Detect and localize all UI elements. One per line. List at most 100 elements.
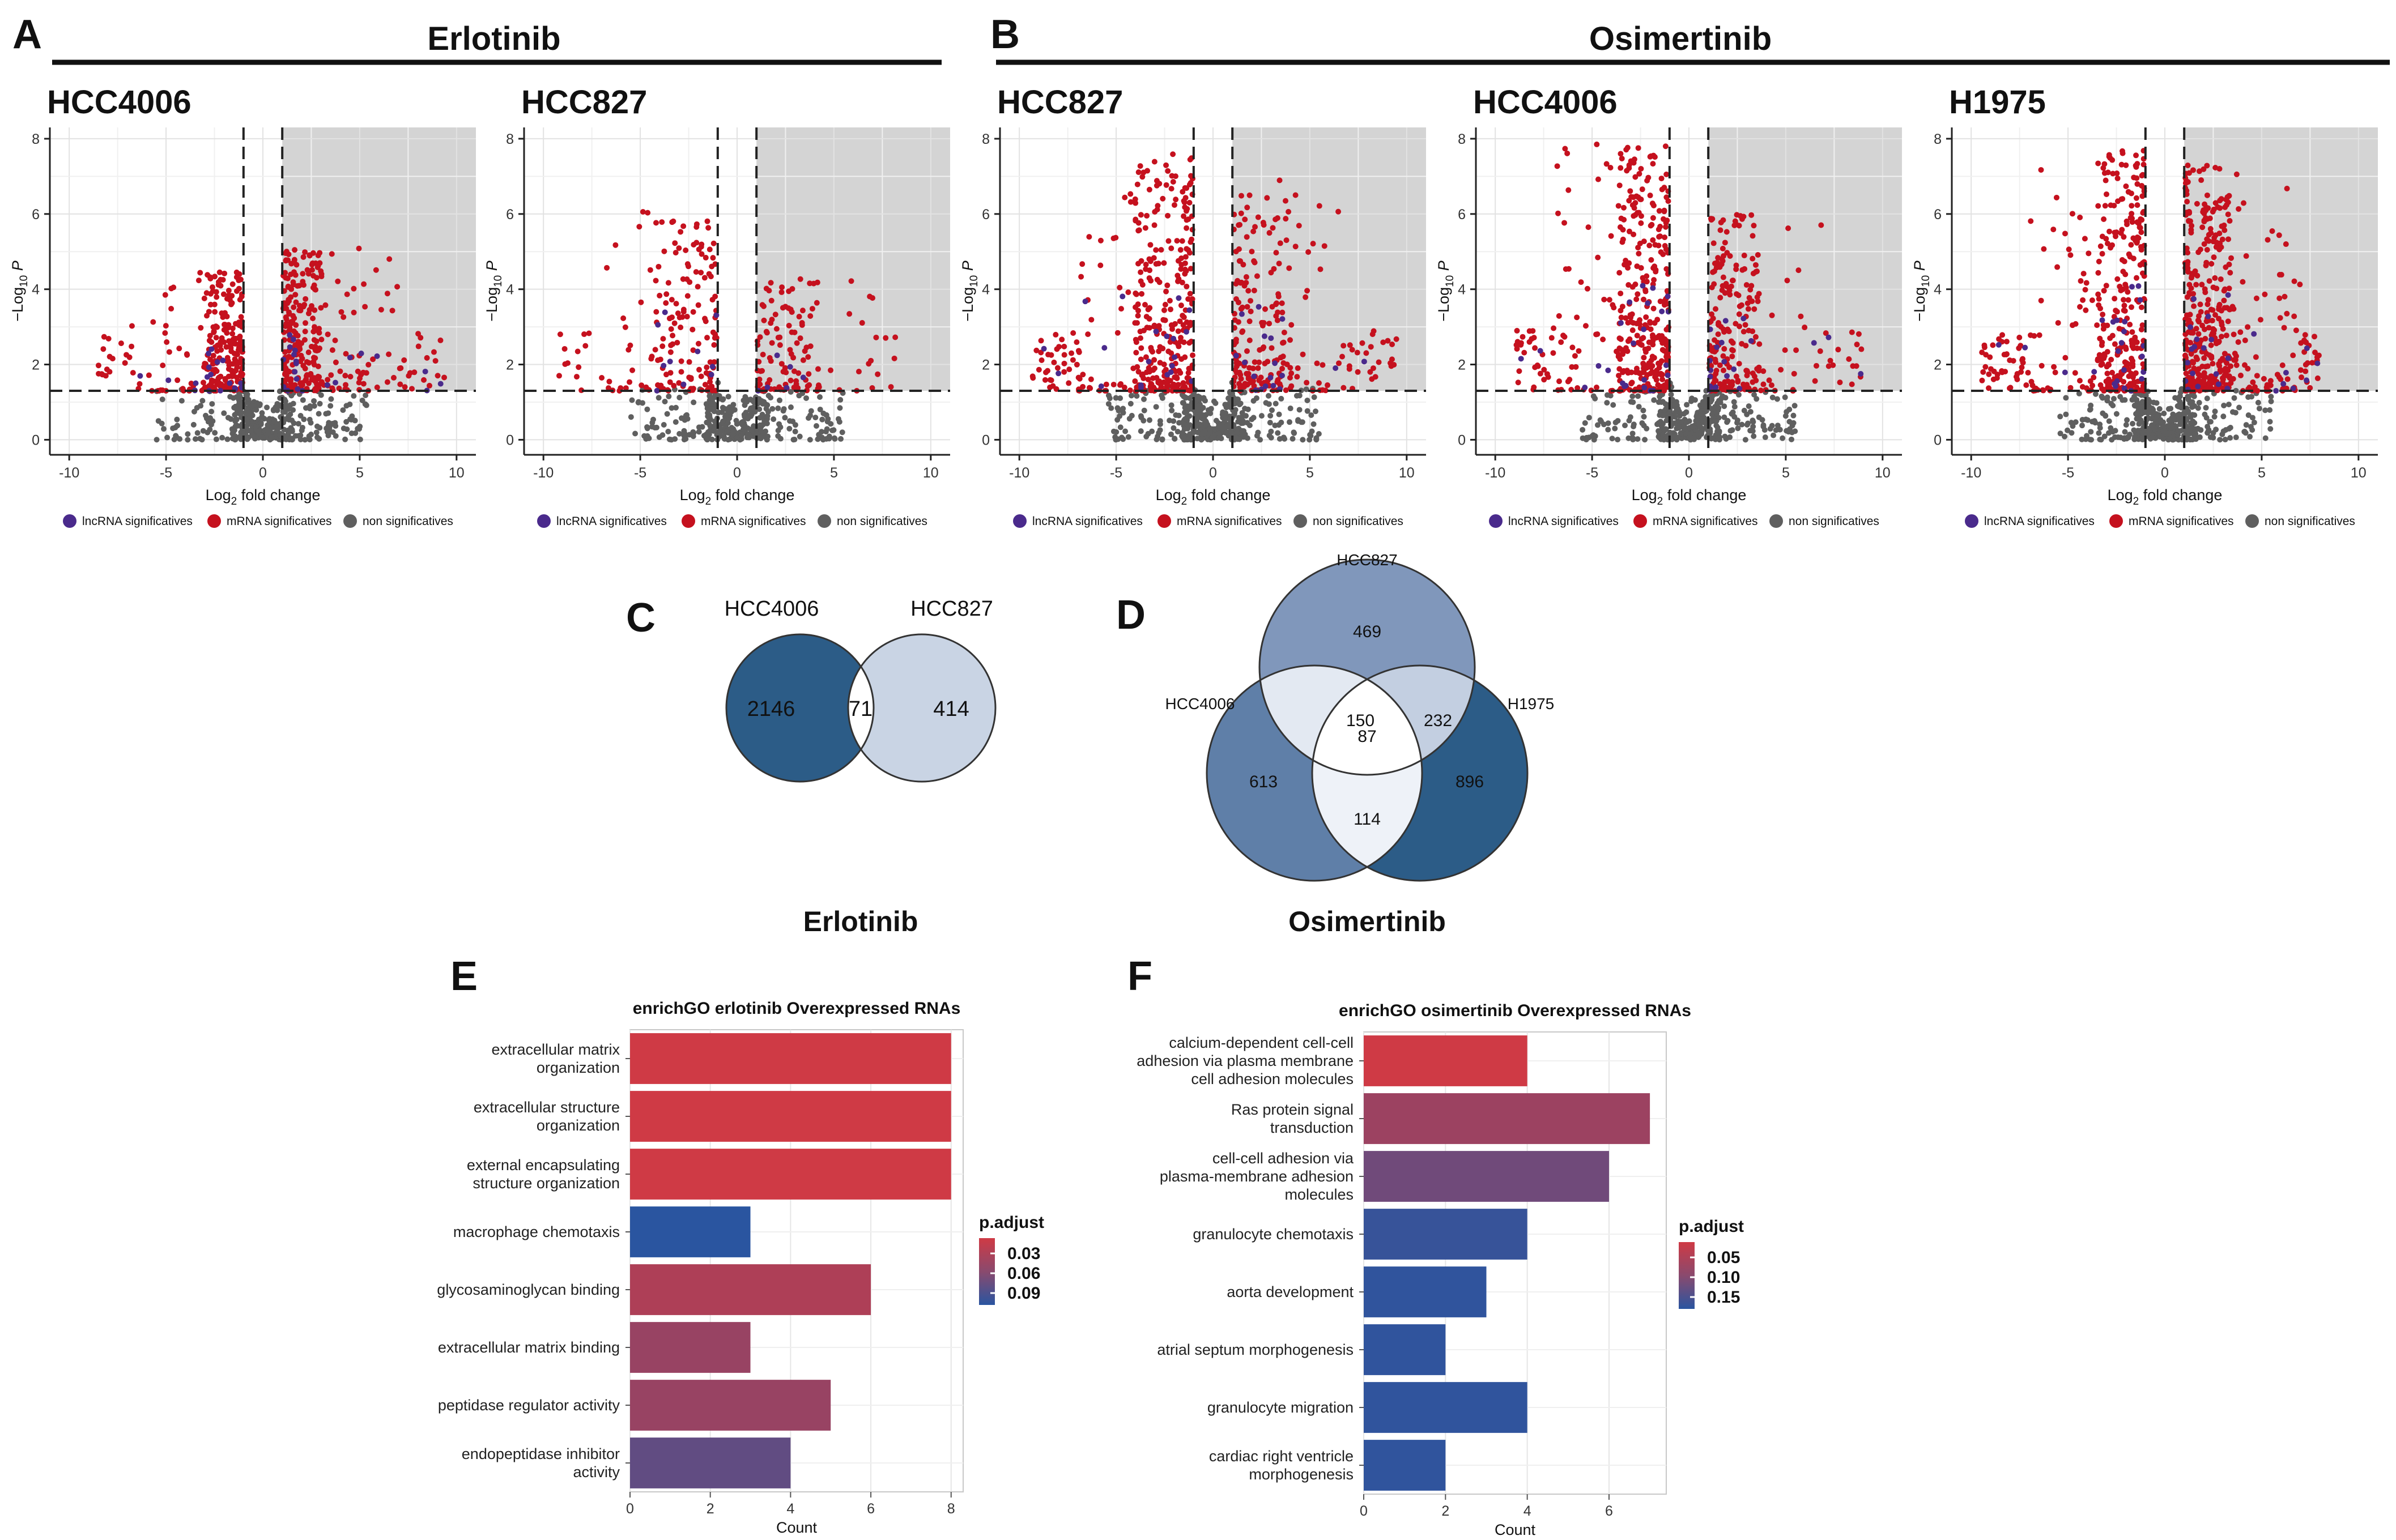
point-mrna <box>1980 369 1986 375</box>
point-nonsig <box>1747 408 1754 415</box>
point-mrna <box>1244 234 1250 240</box>
point-nonsig <box>1118 434 1125 441</box>
point-mrna <box>303 320 309 326</box>
point-mrna <box>1858 346 1865 352</box>
point-mrna <box>788 377 794 383</box>
point-nonsig <box>718 429 724 435</box>
point-mrna <box>2129 211 2135 217</box>
point-nonsig <box>786 425 793 432</box>
point-nonsig <box>1590 393 1597 399</box>
point-nonsig <box>823 429 829 435</box>
point-nonsig <box>734 421 740 427</box>
point-mrna <box>2114 170 2120 177</box>
point-mrna <box>1133 200 1139 206</box>
point-mrna <box>1654 317 1661 323</box>
point-nonsig <box>819 429 825 435</box>
point-nonsig <box>1729 411 1735 417</box>
point-nonsig <box>2256 406 2262 412</box>
point-nonsig <box>311 403 317 409</box>
point-mrna <box>99 372 105 378</box>
point-mrna <box>222 322 228 328</box>
point-mrna <box>1756 291 1762 297</box>
point-mrna <box>2096 296 2102 302</box>
point-mrna <box>1990 342 1996 348</box>
point-mrna <box>1719 287 1725 293</box>
point-nonsig <box>2195 405 2201 411</box>
point-mrna <box>1061 352 1067 358</box>
point-mrna <box>1273 250 1279 256</box>
point-nonsig <box>1604 400 1610 406</box>
point-mrna <box>1648 223 1654 229</box>
point-mrna <box>129 343 135 349</box>
point-nonsig <box>710 406 716 412</box>
point-mrna <box>2134 275 2140 281</box>
point-nonsig <box>357 436 363 442</box>
point-mrna <box>581 331 588 338</box>
point-mrna <box>130 370 136 376</box>
point-nonsig <box>1203 412 1209 418</box>
point-nonsig <box>1245 406 1251 412</box>
point-mrna <box>1603 161 1610 167</box>
point-mrna <box>2104 240 2110 246</box>
point-nonsig <box>1724 419 1730 425</box>
point-mrna <box>799 308 806 314</box>
point-mrna <box>1155 203 1161 209</box>
point-nonsig <box>646 435 652 441</box>
point-mrna <box>1648 257 1654 263</box>
point-mrna <box>329 347 335 353</box>
point-mrna <box>333 359 339 365</box>
point-mrna <box>1283 216 1289 222</box>
point-lncrna <box>709 364 716 370</box>
point-lncrna <box>1718 339 1725 345</box>
point-mrna <box>703 254 709 261</box>
point-mrna <box>1648 153 1654 159</box>
point-lncrna <box>1731 366 1737 372</box>
point-nonsig <box>208 408 215 415</box>
point-nonsig <box>656 434 662 440</box>
point-mrna <box>1981 344 1988 351</box>
x-tick-label: -10 <box>59 465 79 481</box>
point-nonsig <box>1684 419 1690 425</box>
point-mrna <box>1724 250 1730 256</box>
point-mrna <box>696 366 702 373</box>
point-nonsig <box>1201 396 1207 402</box>
y-tick-label: 6 <box>506 207 514 223</box>
point-mrna <box>1086 234 1092 240</box>
point-mrna <box>1233 336 1239 343</box>
point-mrna <box>1174 278 1181 284</box>
point-nonsig <box>2247 434 2253 440</box>
y-axis-label: −Log10 P <box>959 261 980 321</box>
point-nonsig <box>352 430 359 436</box>
point-nonsig <box>1639 420 1645 426</box>
point-mrna <box>2106 153 2112 160</box>
point-nonsig <box>673 419 679 425</box>
point-nonsig <box>1213 417 1219 424</box>
point-lncrna <box>1056 370 1062 377</box>
point-mrna <box>2003 351 2009 357</box>
point-mrna <box>701 275 708 281</box>
point-nonsig <box>2197 434 2203 440</box>
point-nonsig <box>2213 426 2219 433</box>
point-nonsig <box>2099 393 2105 399</box>
point-mrna <box>1745 306 1751 312</box>
point-nonsig <box>194 404 200 411</box>
point-mrna <box>2097 382 2104 388</box>
point-mrna <box>1723 229 1730 235</box>
point-nonsig <box>1688 398 1694 404</box>
point-nonsig <box>237 434 243 440</box>
point-lncrna <box>1241 359 1248 365</box>
point-nonsig <box>813 423 819 429</box>
point-mrna <box>162 292 168 298</box>
point-nonsig <box>1771 432 1777 438</box>
point-nonsig <box>340 407 346 413</box>
point-lncrna <box>1605 367 1611 373</box>
point-mrna <box>1729 382 1735 388</box>
point-mrna <box>1632 174 1639 180</box>
point-mrna <box>1183 268 1189 274</box>
point-nonsig <box>734 434 740 441</box>
point-mrna <box>215 279 222 285</box>
point-nonsig <box>250 433 257 439</box>
point-mrna <box>362 304 368 310</box>
point-mrna <box>797 335 803 342</box>
